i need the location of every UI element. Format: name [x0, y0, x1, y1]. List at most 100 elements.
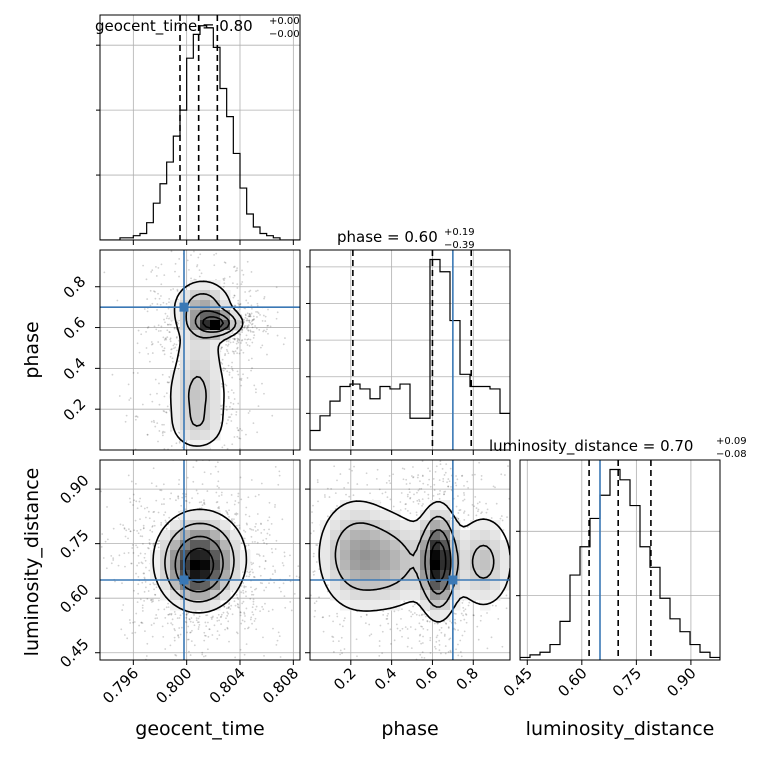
scatter-point	[388, 479, 391, 482]
scatter-point	[169, 497, 172, 500]
scatter-point	[243, 612, 246, 615]
scatter-point	[173, 611, 176, 613]
scatter-point	[234, 513, 236, 515]
scatter-point	[502, 666, 504, 668]
density-cell	[350, 590, 361, 601]
scatter-point	[249, 338, 252, 341]
scatter-point	[228, 509, 230, 512]
scatter-point	[156, 303, 159, 305]
scatter-point	[141, 403, 144, 406]
scatter-point	[385, 618, 388, 620]
scatter-point	[422, 627, 425, 630]
scatter-point	[290, 609, 293, 612]
title-phase-minus: −0.39	[444, 240, 475, 251]
scatter-point	[418, 634, 421, 637]
title-geocent-time-minus: −0.00	[269, 29, 300, 40]
scatter-point	[146, 327, 149, 329]
scatter-point	[173, 347, 175, 350]
scatter-point	[256, 302, 259, 305]
scatter-point	[167, 381, 170, 384]
scatter-point	[441, 467, 444, 470]
scatter-point	[221, 358, 224, 361]
scatter-point	[101, 533, 104, 535]
scatter-point	[166, 329, 169, 332]
scatter-point	[460, 475, 463, 477]
scatter-point	[133, 589, 135, 592]
scatter-point	[250, 323, 253, 326]
scatter-point	[200, 272, 203, 275]
density-cell	[470, 590, 481, 601]
scatter-point	[501, 645, 504, 648]
density-cell	[190, 530, 201, 541]
scatter-point	[302, 672, 304, 674]
scatter-point	[480, 512, 482, 515]
density-cell	[210, 590, 221, 601]
scatter-point	[150, 453, 152, 455]
scatter-point	[228, 603, 230, 606]
scatter-point	[227, 607, 230, 610]
histogram-panel-phase	[306, 249, 511, 455]
scatter-point	[128, 399, 131, 401]
scatter-point	[170, 352, 173, 355]
density-cell	[190, 320, 201, 331]
scatter-point	[471, 503, 474, 506]
scatter-point	[162, 301, 165, 304]
scatter-point	[237, 603, 240, 606]
scatter-point	[136, 416, 139, 418]
scatter-point	[240, 584, 243, 587]
density-cell	[360, 510, 371, 521]
scatter-point	[440, 631, 443, 634]
scatter-point	[445, 668, 447, 670]
scatter-point	[141, 535, 144, 538]
scatter-point	[257, 553, 260, 556]
scatter-point	[267, 610, 270, 613]
scatter-point	[274, 503, 276, 506]
y-axis-label-luminosity-distance: luminosity_distance	[21, 468, 43, 657]
scatter-point	[139, 518, 141, 521]
scatter-point	[386, 614, 389, 617]
scatter-point	[119, 523, 122, 526]
scatter-point	[476, 625, 479, 628]
density-cell	[480, 600, 491, 611]
scatter-point	[438, 643, 441, 646]
scatter-point	[139, 552, 142, 555]
scatter-point	[265, 586, 268, 589]
scatter-point	[251, 606, 254, 609]
scatter-point	[454, 628, 457, 631]
x-tick-label-phase: 0.8	[452, 664, 482, 694]
density-cell	[170, 380, 181, 391]
density-cell	[200, 510, 211, 521]
scatter-point	[245, 522, 248, 525]
scatter-point	[227, 612, 230, 615]
scatter-point	[211, 664, 213, 666]
scatter-point	[177, 636, 180, 639]
scatter-point	[106, 506, 108, 508]
scatter-point	[170, 622, 173, 625]
scatter-point	[339, 442, 341, 444]
scatter-point	[122, 524, 125, 527]
scatter-point	[166, 323, 169, 326]
scatter-point	[228, 275, 231, 278]
scatter-point	[318, 596, 320, 599]
scatter-point	[276, 311, 279, 314]
scatter-point	[144, 552, 147, 555]
scatter-point	[149, 304, 152, 307]
density-cell	[200, 550, 211, 561]
scatter-point	[240, 339, 243, 342]
scatter-point	[231, 234, 233, 236]
density-cell	[330, 570, 341, 581]
density-cell	[390, 590, 401, 601]
scatter-point	[137, 592, 140, 595]
scatter-point	[223, 279, 225, 282]
density-cell	[210, 550, 221, 561]
scatter-point	[474, 495, 477, 498]
density-cell	[440, 600, 451, 611]
scatter-point	[166, 405, 169, 408]
scatter-point	[150, 599, 152, 601]
scatter-point	[216, 461, 219, 464]
scatter-point	[195, 460, 198, 463]
scatter-point	[445, 623, 448, 625]
scatter-point	[188, 501, 191, 504]
scatter-point	[315, 544, 318, 546]
